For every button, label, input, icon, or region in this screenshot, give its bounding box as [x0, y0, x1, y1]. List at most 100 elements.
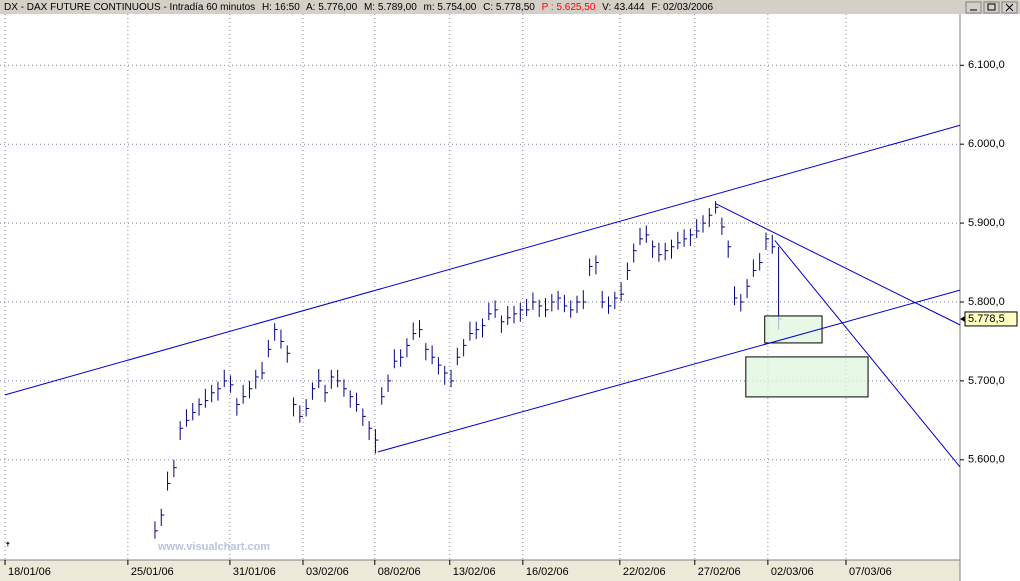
price-bar: [645, 225, 650, 243]
price-bar: [500, 315, 505, 333]
price-bar: [683, 229, 688, 247]
price-bar: [538, 299, 543, 317]
price-bar: [456, 347, 461, 366]
price-bar: [204, 388, 209, 408]
zone-box: [764, 315, 823, 344]
price-bar: [393, 349, 398, 369]
y-tick-label: 5.900,0: [968, 217, 1005, 229]
maximize-button[interactable]: [983, 1, 1000, 14]
price-bar: [236, 398, 240, 416]
price-bar: [532, 292, 536, 310]
price-bar: [179, 421, 184, 441]
price-bar: [715, 200, 719, 214]
price-bar: [633, 243, 637, 263]
price-bar: [412, 322, 417, 340]
price-bar: [557, 290, 562, 310]
y-tick-label: 6.000,0: [968, 138, 1005, 150]
x-tick-label: 22/02/06: [623, 566, 666, 578]
y-tick-label: 6.100,0: [968, 59, 1005, 71]
price-bar: [368, 421, 373, 441]
price-bar: [463, 339, 467, 357]
price-bar: [721, 217, 725, 235]
price-bar: [248, 380, 253, 399]
price-bar: [167, 471, 171, 491]
price-bar: [740, 294, 744, 312]
price-bar: [387, 374, 392, 392]
trend-line: [4, 124, 961, 396]
price-bar: [696, 219, 700, 239]
price-bar: [406, 338, 410, 358]
last-price-label: 5.778,5: [968, 313, 1005, 325]
price-bar: [626, 262, 631, 280]
price-bar: [759, 253, 763, 271]
price-bar: [400, 349, 404, 367]
price-bar: [570, 300, 574, 318]
x-tick-label: 03/02/06: [306, 566, 349, 578]
price-bar: [381, 387, 385, 405]
price-bar: [670, 239, 675, 259]
close: C: 5.778,50: [483, 2, 535, 13]
price-bar: [198, 398, 203, 416]
price-bar: [658, 242, 662, 262]
price-bar: [727, 240, 732, 258]
price-bar: [444, 365, 448, 385]
price-bar: [475, 321, 480, 340]
price-bar: [330, 369, 335, 389]
x-tick-label: 13/02/06: [453, 566, 496, 578]
price-bar: [494, 300, 499, 318]
price-bar: [765, 232, 769, 250]
price-bar: [362, 408, 366, 426]
price-bar: [349, 390, 354, 408]
x-tick-label: 31/01/06: [233, 566, 276, 578]
last-price-pointer: [960, 315, 965, 322]
trend-line: [714, 202, 961, 326]
trend-line: [377, 289, 961, 453]
x-tick-label: 16/02/06: [526, 566, 569, 578]
price-bar: [601, 290, 606, 309]
price-bar: [255, 369, 259, 389]
volume: V: 43.444: [602, 2, 645, 13]
price-bar: [620, 282, 625, 302]
price-bar: [185, 409, 190, 427]
price-bar: [639, 227, 643, 246]
price-bar: [702, 215, 706, 233]
price-bar: [733, 286, 738, 306]
price-bar: [576, 295, 581, 314]
price-bar: [507, 305, 511, 325]
price-bar: [526, 298, 530, 317]
price-bar: [299, 405, 303, 423]
price-bar: [280, 329, 284, 349]
price-bar: [374, 429, 379, 454]
minimize-button[interactable]: [965, 1, 982, 14]
price-bar: [160, 508, 165, 527]
title-bar: [0, 0, 1020, 14]
price-bar: [192, 402, 196, 421]
window-buttons: [965, 1, 1018, 14]
y-tick-label: 5.600,0: [968, 454, 1005, 466]
trend-line: [774, 240, 961, 468]
y-tick-label: 5.700,0: [968, 375, 1005, 387]
price-bar: [211, 384, 215, 403]
price-bar: [437, 357, 442, 375]
price-bar: [652, 240, 656, 258]
price-bar: [752, 259, 757, 277]
price-bar: [708, 208, 713, 228]
price-bar: [608, 296, 612, 314]
cursor-mark: ꜛ: [5, 541, 11, 555]
y-tick-label: 5.800,0: [968, 296, 1005, 308]
price-bar: [450, 369, 455, 388]
x-tick-label: 08/02/06: [378, 566, 421, 578]
price-bar: [230, 375, 234, 393]
price-bar: [513, 305, 518, 324]
price-bar: [173, 459, 177, 478]
price-bar: [771, 234, 776, 254]
price-bar: [589, 258, 593, 276]
price-bar: [223, 369, 228, 388]
price-bar: [563, 294, 568, 313]
price-bar: [311, 382, 316, 400]
price-bar: [343, 379, 347, 397]
price-bar: [337, 369, 341, 388]
x-tick-label: 25/01/06: [131, 566, 174, 578]
price-bar: [267, 339, 272, 358]
